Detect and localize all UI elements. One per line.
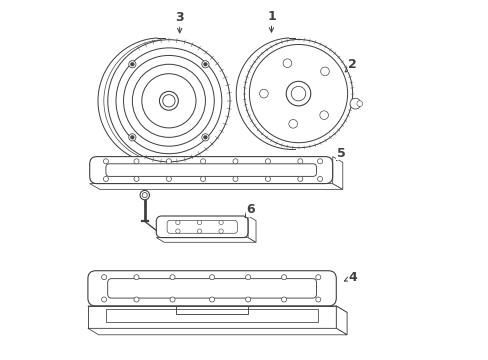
Circle shape [319,111,328,120]
Circle shape [281,275,286,280]
Circle shape [106,38,231,164]
Circle shape [209,297,214,302]
Circle shape [107,40,229,162]
Text: 6: 6 [244,203,255,217]
Circle shape [281,297,286,302]
Text: 1: 1 [266,10,275,32]
FancyBboxPatch shape [88,271,336,306]
Circle shape [288,120,297,128]
Circle shape [170,297,175,302]
Circle shape [166,159,171,164]
Circle shape [297,176,302,181]
Text: 5: 5 [336,147,345,160]
Circle shape [116,48,222,154]
Circle shape [349,98,360,109]
Circle shape [219,229,223,233]
Circle shape [130,63,134,66]
Polygon shape [88,306,346,312]
Circle shape [245,297,250,302]
Circle shape [244,40,352,148]
FancyBboxPatch shape [156,216,247,238]
Text: 2: 2 [345,58,356,72]
Circle shape [209,275,214,280]
Circle shape [200,159,205,164]
Circle shape [356,101,362,107]
Circle shape [202,134,208,141]
Circle shape [317,159,322,164]
Circle shape [242,38,354,149]
Circle shape [245,275,250,280]
Circle shape [202,61,208,68]
Circle shape [197,229,201,233]
Circle shape [132,64,205,137]
Circle shape [203,135,207,139]
Circle shape [123,55,214,146]
Circle shape [283,59,291,68]
Circle shape [102,297,106,302]
Circle shape [315,275,320,280]
Circle shape [232,176,238,181]
Circle shape [134,159,139,164]
FancyBboxPatch shape [89,157,332,184]
Circle shape [203,63,207,66]
Circle shape [291,86,305,101]
Circle shape [128,134,136,141]
Circle shape [134,275,139,280]
Polygon shape [336,306,346,335]
Polygon shape [88,328,346,335]
Polygon shape [89,184,342,189]
Circle shape [140,190,149,200]
Circle shape [175,229,180,233]
Circle shape [166,176,171,181]
Circle shape [197,220,201,225]
Circle shape [317,176,322,181]
Text: 3: 3 [175,11,183,33]
Circle shape [102,275,106,280]
Polygon shape [88,306,336,328]
Circle shape [219,220,223,225]
Circle shape [175,220,180,225]
Circle shape [320,67,328,76]
Circle shape [315,297,320,302]
Circle shape [249,45,347,143]
Circle shape [265,159,270,164]
Circle shape [265,176,270,181]
Polygon shape [247,216,256,242]
Circle shape [259,89,268,98]
Circle shape [103,176,108,181]
Circle shape [200,176,205,181]
Circle shape [130,135,134,139]
Circle shape [142,193,147,198]
Circle shape [103,159,108,164]
Circle shape [297,159,302,164]
Circle shape [170,275,175,280]
Circle shape [285,81,310,106]
Text: 4: 4 [344,271,356,284]
Circle shape [134,297,139,302]
Circle shape [163,95,175,107]
Circle shape [159,91,178,110]
Circle shape [134,176,139,181]
Polygon shape [156,238,256,242]
Circle shape [128,61,136,68]
Polygon shape [332,157,342,189]
Polygon shape [176,306,247,314]
Circle shape [232,159,238,164]
Circle shape [142,74,196,128]
